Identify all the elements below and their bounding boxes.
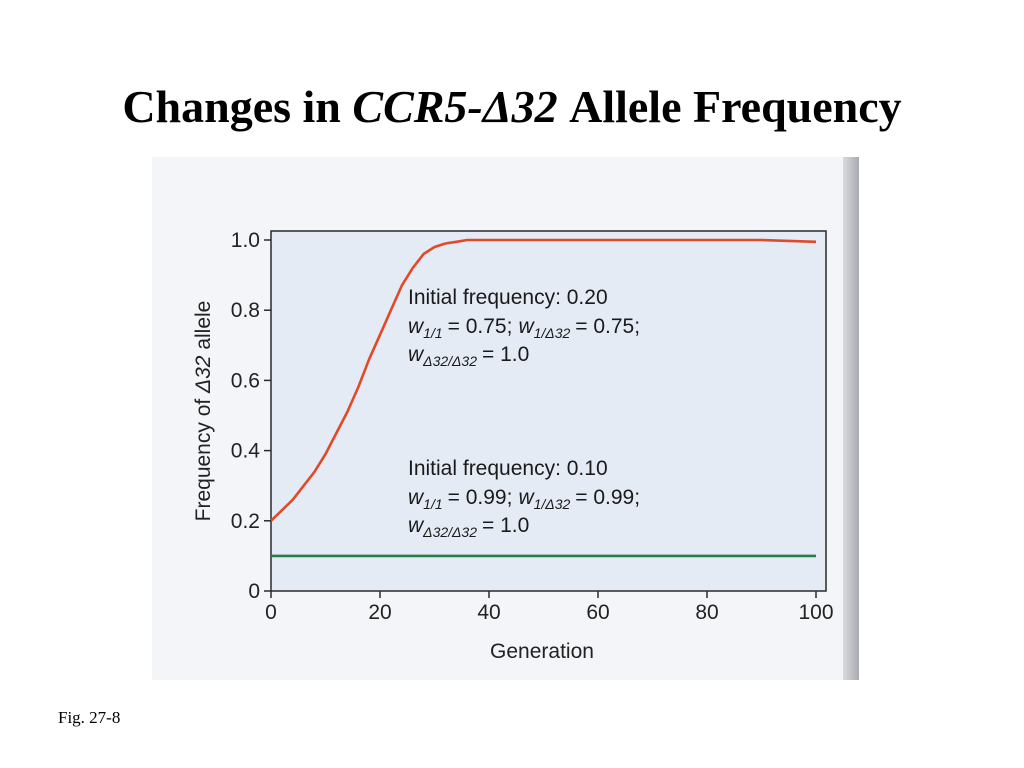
annotation-2-wdd-value: = 1.0 bbox=[482, 514, 529, 537]
y-tick-label: 0 bbox=[248, 580, 260, 603]
annotation-2-w11-value: = 0.99; bbox=[448, 486, 513, 509]
annotation-initial-0-10: Initial frequency: 0.10 w1/1 = 0.99; w1/Δ3… bbox=[408, 457, 640, 540]
x-tick-label: 60 bbox=[586, 601, 609, 624]
figure-caption: Fig. 27-8 bbox=[58, 708, 121, 727]
page-edge-shadow bbox=[843, 157, 859, 680]
annotation-1-w1d-value: = 0.75; bbox=[575, 315, 640, 338]
annotation-2-w1d-value: = 0.99; bbox=[575, 486, 640, 509]
series-line-1 bbox=[270, 238, 817, 522]
w-symbol: w bbox=[408, 343, 425, 366]
annotation-2-line2: w1/1 = 0.99; w1/Δ32 = 0.99; bbox=[408, 486, 640, 512]
y-tick-label: 0.2 bbox=[231, 510, 260, 533]
series-layer bbox=[270, 238, 817, 558]
y-tick-label: 0.4 bbox=[231, 440, 261, 463]
annotation-2-line3: wΔ32/Δ32 = 1.0 bbox=[408, 514, 529, 540]
x-axis-label: Generation bbox=[490, 640, 594, 663]
title-suffix: Allele Frequency bbox=[557, 81, 902, 132]
annotation-1-line2: w1/1 = 0.75; w1/Δ32 = 0.75; bbox=[408, 315, 640, 341]
subscript-1-1: 1/1 bbox=[423, 496, 442, 512]
x-tick-label: 40 bbox=[477, 601, 500, 624]
annotation-1-wdd-value: = 1.0 bbox=[482, 343, 529, 366]
x-tick-label: 100 bbox=[798, 601, 833, 624]
subscript-delta32-delta32: Δ32/Δ32 bbox=[422, 353, 477, 369]
x-tick-label: 20 bbox=[368, 601, 391, 624]
subscript-1-delta32: 1/Δ32 bbox=[534, 496, 571, 512]
y-tick-label: 0.8 bbox=[231, 299, 260, 322]
x-tick-label: 0 bbox=[265, 601, 277, 624]
w-symbol: w bbox=[408, 514, 425, 537]
w-symbol: w bbox=[518, 315, 535, 338]
w-symbol: w bbox=[408, 486, 425, 509]
subscript-1-1: 1/1 bbox=[423, 325, 442, 341]
axis-layer: 0 0.2 0.4 0.6 0.8 1.0 0 20 40 60 80 100 bbox=[231, 229, 834, 624]
y-axis-label-italic: Δ32 bbox=[192, 355, 215, 394]
y-axis-label-suffix: allele bbox=[192, 301, 215, 356]
x-tick-label: 80 bbox=[695, 601, 718, 624]
annotation-1-line1: Initial frequency: 0.20 bbox=[408, 286, 608, 309]
annotation-1-w11-value: = 0.75; bbox=[448, 315, 513, 338]
y-tick-label: 1.0 bbox=[231, 229, 260, 252]
subscript-1-delta32: 1/Δ32 bbox=[534, 325, 571, 341]
annotation-1-line3: wΔ32/Δ32 = 1.0 bbox=[408, 343, 529, 369]
slide-title: Changes in CCR5-Δ32 Allele Frequency bbox=[0, 81, 1024, 133]
annotation-initial-0-20: Initial frequency: 0.20 w1/1 = 0.75; w1/Δ3… bbox=[408, 286, 640, 369]
y-axis-label: Frequency of Δ32 allele bbox=[192, 301, 215, 522]
w-symbol: w bbox=[518, 486, 535, 509]
annotation-2-line1: Initial frequency: 0.10 bbox=[408, 457, 608, 480]
title-prefix: Changes in bbox=[122, 81, 353, 132]
w-symbol: w bbox=[408, 315, 425, 338]
title-gene-name: CCR5-Δ32 bbox=[352, 81, 558, 132]
subscript-delta32-delta32: Δ32/Δ32 bbox=[422, 524, 477, 540]
plot-area bbox=[270, 230, 827, 592]
y-tick-label: 0.6 bbox=[231, 369, 260, 392]
allele-frequency-chart: 00.20.40.60.81.00 20 40 60 80 100 Generation … bbox=[192, 229, 834, 663]
y-axis-label-prefix: Frequency of bbox=[192, 393, 215, 521]
